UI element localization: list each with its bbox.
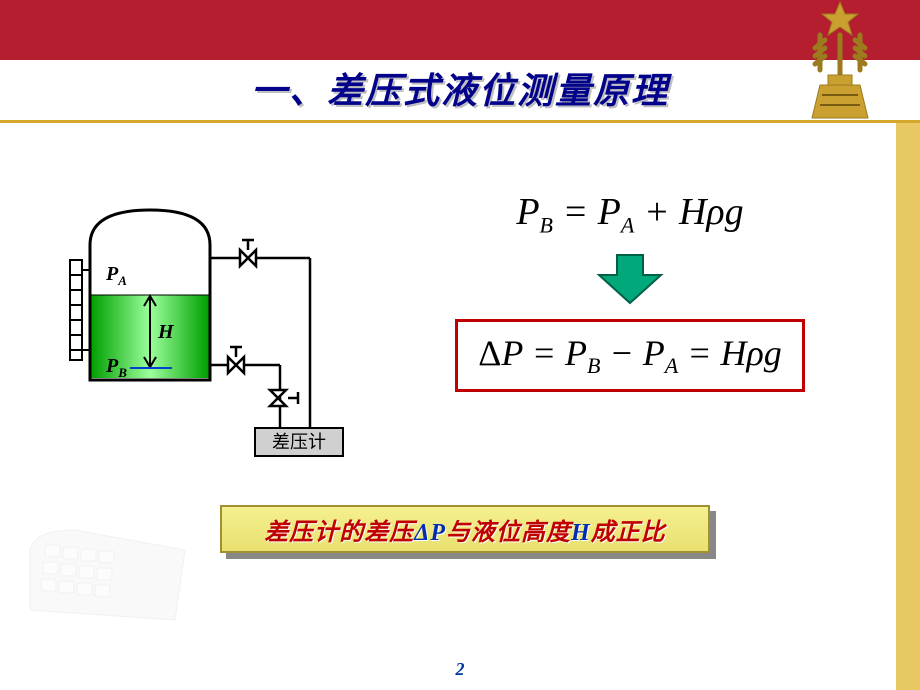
conclusion-area: 差压计的差压ΔP与液位高度H成正比 xyxy=(220,505,710,553)
slide-body: H PA PB xyxy=(0,135,896,665)
sight-gauge-icon xyxy=(70,260,90,360)
emblem-icon xyxy=(790,0,890,120)
gold-side-bar xyxy=(896,123,920,690)
valve-icon xyxy=(240,240,256,266)
equation-2-wrap: ΔP = PB − PA = Hρg xyxy=(400,319,860,392)
equation-2-box: ΔP = PB − PA = Hρg xyxy=(455,319,805,392)
label-h: H xyxy=(157,321,175,343)
conclusion-box: 差压计的差压ΔP与液位高度H成正比 xyxy=(220,505,710,553)
conclusion-text: 差压计的差压ΔP与液位高度H成正比 xyxy=(264,512,665,547)
page-number: 2 xyxy=(0,659,920,680)
gauge-icon: 差压计 xyxy=(255,428,343,456)
gauge-label: 差压计 xyxy=(272,432,326,452)
valve-icon xyxy=(270,390,298,406)
valve-icon xyxy=(228,347,244,373)
page-title: 一、差压式液位测量原理 xyxy=(0,62,920,114)
equation-1: PB = PA + Hρg xyxy=(400,190,860,239)
equations-area: PB = PA + Hρg ΔP = PB − PA = Hρg xyxy=(400,190,860,392)
top-pipe-icon xyxy=(210,240,310,428)
title-area: 一、差压式液位测量原理 xyxy=(0,62,920,114)
keyboard-deco-icon xyxy=(25,520,195,630)
bottom-pipe-icon xyxy=(210,347,298,428)
top-bar xyxy=(0,0,920,60)
arrow-down-icon xyxy=(595,251,665,301)
gold-line xyxy=(0,120,920,123)
equation-2: ΔP = PB − PA = Hρg xyxy=(478,332,782,379)
tank-diagram: H PA PB xyxy=(60,190,370,460)
